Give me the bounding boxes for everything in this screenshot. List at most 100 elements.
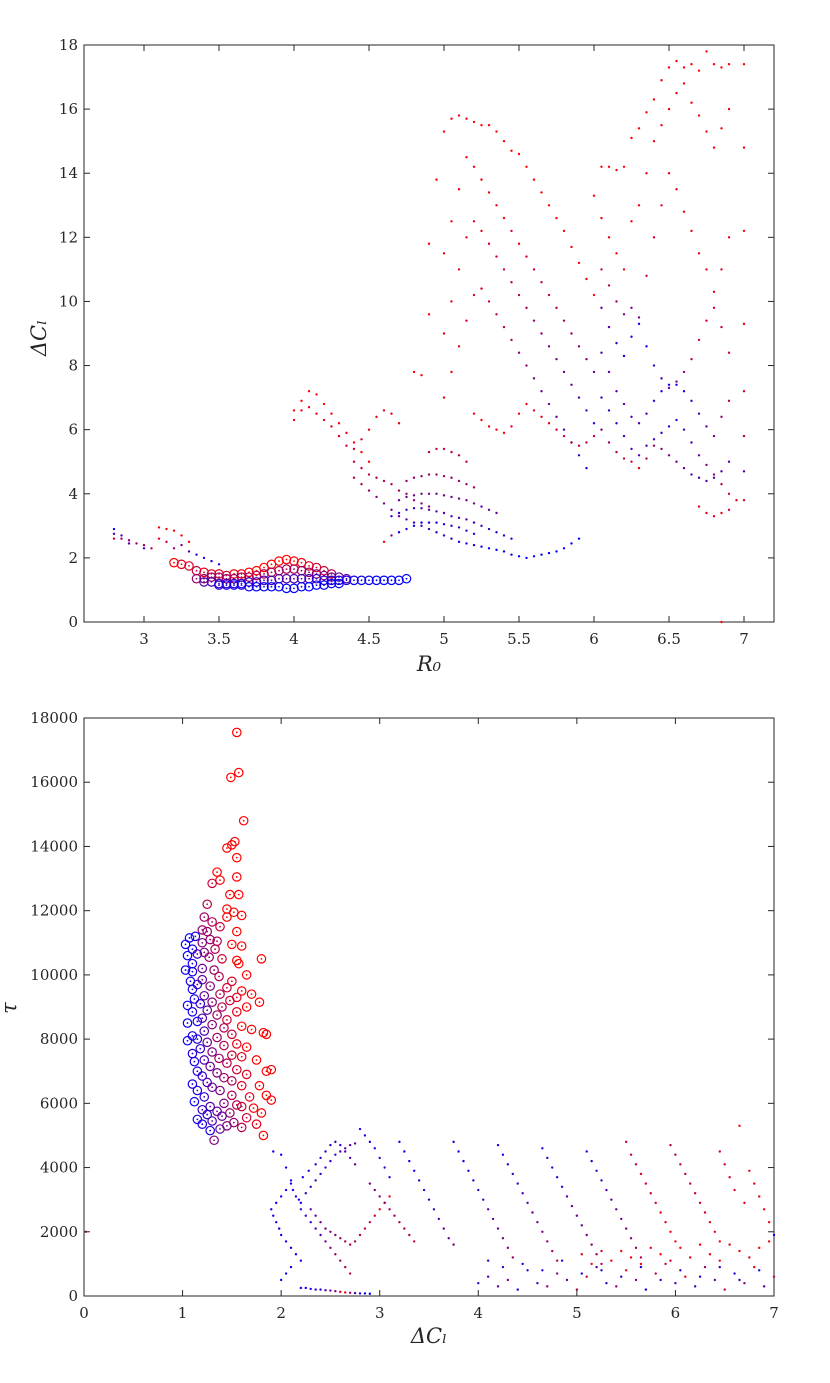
dot-marker [645, 345, 648, 348]
circle-marker [236, 910, 247, 921]
circle-marker-ring [221, 580, 232, 590]
dot-marker [742, 434, 746, 438]
circle-marker-ring [246, 1024, 257, 1035]
dot-marker [487, 300, 491, 303]
dot-marker [624, 1140, 628, 1144]
circle-marker [281, 573, 292, 584]
circle-marker-ring [207, 1082, 217, 1093]
circle-marker [195, 998, 206, 1009]
dot-marker [420, 474, 423, 478]
circle-marker-center [330, 582, 333, 585]
dot-marker [669, 1230, 672, 1233]
dot-marker [345, 431, 348, 435]
dot-marker [720, 470, 723, 473]
dot-marker [728, 1175, 731, 1179]
circle-marker-center [293, 577, 295, 580]
circle-marker [212, 1106, 222, 1117]
dot-marker [742, 146, 746, 149]
circle-marker-center [237, 893, 240, 896]
dot-marker [294, 1253, 298, 1256]
dot-marker [506, 1278, 510, 1282]
dot-marker [718, 1240, 721, 1243]
circle-marker-ring [236, 1122, 247, 1133]
dot-marker [279, 1278, 283, 1282]
circle-marker-center [203, 1030, 206, 1032]
circle-marker-center [218, 582, 220, 585]
circle-marker [214, 580, 224, 590]
dot-marker [315, 393, 318, 396]
circle-marker [222, 912, 232, 922]
dot-marker [405, 492, 408, 495]
circle-marker-ring [212, 1010, 222, 1020]
circle-marker [231, 852, 242, 863]
dot-marker [758, 1195, 761, 1198]
circle-marker-center [196, 1070, 199, 1073]
y-tick-label: 2 [68, 549, 78, 567]
dot-marker [319, 1288, 322, 1291]
dot-marker [472, 521, 476, 524]
circle-marker-ring [241, 1112, 252, 1123]
circle-marker-center [285, 558, 288, 561]
circle-marker-ring [401, 573, 412, 584]
dot-marker [465, 319, 468, 322]
dot-marker [501, 1153, 505, 1156]
dot-marker [378, 1195, 381, 1198]
circle-marker-center [180, 563, 183, 566]
circle-marker [248, 1103, 259, 1113]
circle-marker-center [186, 1039, 189, 1042]
dot-marker [442, 523, 446, 526]
circle-marker-center [265, 1070, 268, 1073]
y-tick-label: 10 [59, 292, 78, 310]
dot-marker [720, 66, 723, 69]
circle-marker-center [308, 571, 310, 574]
circle-marker [289, 564, 299, 574]
dot-marker [767, 1240, 771, 1243]
dot-marker [562, 229, 566, 233]
dot-marker [585, 466, 588, 470]
circle-marker-ring [281, 583, 292, 594]
dot-marker [450, 537, 453, 540]
dot-marker [353, 1240, 357, 1243]
dot-marker [592, 370, 596, 374]
dot-marker [600, 1249, 603, 1253]
dot-marker [743, 1201, 746, 1205]
dot-marker [405, 479, 408, 483]
dot-marker [652, 364, 656, 367]
dot-marker [718, 1265, 721, 1269]
circle-marker [202, 1109, 213, 1120]
dot-marker [472, 412, 476, 415]
circle-marker-ring [202, 1109, 213, 1120]
circle-marker-center [375, 579, 378, 582]
circle-marker [304, 567, 314, 578]
dot-marker [622, 354, 626, 358]
circle-marker [379, 575, 389, 586]
dot-marker [712, 434, 716, 438]
dot-marker [390, 534, 393, 537]
dot-marker [319, 1233, 322, 1237]
circle-marker-center [245, 1006, 248, 1008]
circle-marker-center [203, 994, 206, 997]
circle-marker-center [270, 579, 273, 582]
dot-marker [284, 1272, 288, 1275]
circle-marker-center [250, 993, 253, 996]
circle-marker-ring [319, 580, 329, 590]
dot-marker [675, 59, 678, 63]
dot-marker [654, 1201, 657, 1205]
dot-marker [592, 293, 596, 297]
dot-marker [352, 460, 356, 463]
circle-marker-center [219, 993, 221, 996]
dot-marker [465, 542, 468, 545]
circle-marker-center [195, 569, 198, 572]
dot-marker [506, 1246, 510, 1250]
circle-marker-ring [296, 581, 307, 592]
circle-marker-ring [244, 581, 254, 592]
dot-marker [284, 1188, 288, 1192]
dot-marker [547, 293, 551, 297]
y-tick-label: 18000 [30, 709, 78, 727]
circle-marker-ring [182, 1000, 193, 1011]
dot-marker [615, 1208, 618, 1211]
circle-marker [236, 1101, 247, 1112]
circle-marker-ring [356, 575, 367, 586]
dot-marker [541, 1269, 544, 1272]
circle-marker-ring [256, 1108, 267, 1118]
